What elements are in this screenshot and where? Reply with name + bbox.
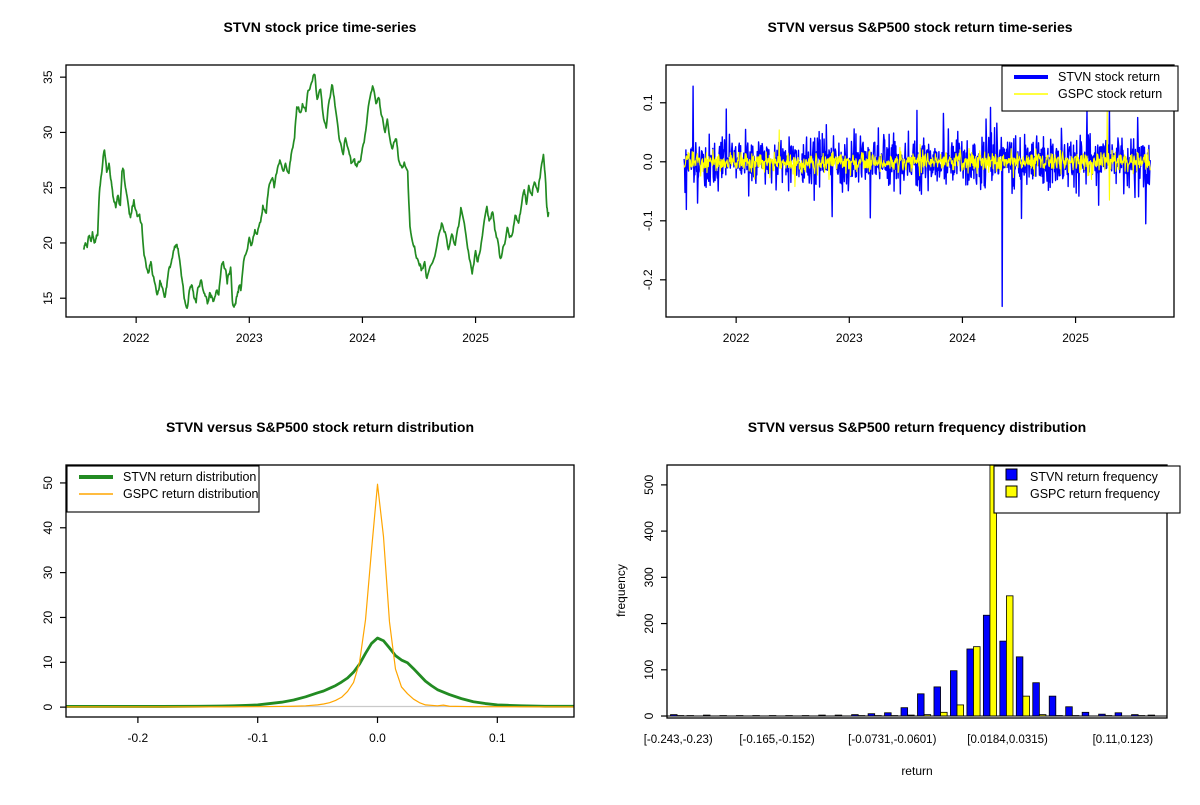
- return-frequency-chart: STVN versus S&P500 return frequency dist…: [600, 400, 1200, 800]
- legend: STVN stock return GSPC stock return: [1002, 66, 1178, 111]
- y-tick-label: 20: [41, 610, 55, 624]
- y-tick-label: 400: [642, 521, 656, 541]
- bar-gspc-bin-21: [1023, 696, 1030, 716]
- bar-stvn-bin-14: [901, 708, 908, 716]
- x-tick-label: 2025: [1062, 331, 1089, 345]
- y-tick-label: 30: [41, 125, 55, 139]
- chart-title: STVN versus S&P500 stock return time-ser…: [767, 19, 1072, 35]
- legend-label: GSPC return distribution: [123, 487, 259, 501]
- return-timeseries-chart: STVN versus S&P500 stock return time-ser…: [600, 0, 1200, 400]
- x-axis-title: return: [901, 764, 932, 778]
- y-tick-label: 0.0: [641, 153, 655, 170]
- bar-stvn-bin-24: [1066, 707, 1073, 716]
- bar-stvn-bin-17: [950, 671, 957, 716]
- bar-stvn-bin-21: [1016, 657, 1023, 716]
- x-tick-label: 2022: [123, 331, 150, 345]
- series-stvn-return-distribution: [66, 638, 574, 706]
- x-tick-label: -0.2: [128, 731, 149, 745]
- y-tick-label: 30: [41, 566, 55, 580]
- series-stvn-price: [84, 74, 550, 308]
- y-tick-label: 500: [642, 475, 656, 495]
- y-axis-title: frequency: [614, 564, 628, 617]
- x-tick-label: 0.1: [489, 731, 506, 745]
- panel-stvn-vs-sp500-return-frequency: STVN versus S&P500 return frequency dist…: [600, 400, 1200, 800]
- legend-label: GSPC return frequency: [1030, 487, 1161, 501]
- bar-gspc-bin-18: [973, 647, 980, 716]
- y-tick-label: 300: [642, 567, 656, 587]
- bar-stvn-bin-22: [1033, 683, 1040, 716]
- y-tick-label: 10: [41, 655, 55, 669]
- x-tick-label: 2025: [462, 331, 489, 345]
- x-tick-label: 2022: [723, 331, 750, 345]
- y-tick-label: -0.1: [641, 210, 655, 231]
- y-tick-label: 100: [642, 659, 656, 679]
- legend-label: STVN return frequency: [1030, 470, 1159, 484]
- bar-stvn-bin-25: [1082, 712, 1089, 716]
- x-tick-label: 2023: [236, 331, 263, 345]
- legend-box-swatch: [1006, 469, 1017, 480]
- plot-frame: [66, 65, 574, 317]
- plot-area: [66, 484, 574, 707]
- bar-gspc-bin-17: [957, 705, 964, 716]
- y-tick-label: 0: [642, 712, 656, 719]
- series-stvn-stock-return: [684, 86, 1150, 306]
- bar-gspc-bin-16: [941, 712, 948, 716]
- bin-label: [-0.243,-0.23): [644, 734, 713, 746]
- y-tick-label: 35: [41, 70, 55, 84]
- legend: STVN return distribution GSPC return dist…: [67, 466, 259, 512]
- bar-stvn-bin-16: [934, 687, 941, 716]
- y-tick-label: 50: [41, 476, 55, 490]
- bin-label: [-0.165,-0.152): [739, 734, 815, 746]
- panel-stvn-price-timeseries: STVN stock price time-series 2022 2023 2024…: [0, 0, 600, 400]
- legend-label: STVN return distribution: [123, 470, 256, 484]
- plot-area: [684, 86, 1150, 306]
- y-tick-label: 15: [41, 291, 55, 305]
- bin-label: [0.11,0.123): [1093, 734, 1154, 746]
- panel-stvn-vs-sp500-return-timeseries: STVN versus S&P500 stock return time-ser…: [600, 0, 1200, 400]
- x-tick-label: 2024: [349, 331, 376, 345]
- x-tick-label: 0.0: [369, 731, 386, 745]
- bar-stvn-bin-19: [983, 615, 990, 716]
- bar-stvn-bin-15: [918, 694, 925, 716]
- legend-box-swatch: [1006, 486, 1017, 497]
- panel-stvn-vs-sp500-return-distribution: STVN versus S&P500 stock return distribu…: [0, 400, 600, 800]
- chart-title: STVN versus S&P500 return frequency dist…: [748, 419, 1086, 435]
- chart-title: STVN stock price time-series: [224, 19, 417, 35]
- bar-stvn-bin-20: [1000, 641, 1007, 716]
- bar-stvn-bin-23: [1049, 696, 1056, 716]
- y-tick-label: 0: [41, 703, 55, 710]
- y-tick-label: 0.1: [641, 94, 655, 111]
- x-tick-label: 2023: [836, 331, 863, 345]
- y-tick-label: 200: [642, 613, 656, 633]
- legend-label: STVN stock return: [1058, 70, 1160, 84]
- bin-label: [-0.0731,-0.0601): [848, 734, 936, 746]
- legend-label: GSPC stock return: [1058, 87, 1162, 101]
- bin-label: [0.0184,0.0315): [967, 734, 1048, 746]
- y-tick-label: 40: [41, 521, 55, 535]
- chart-title: STVN versus S&P500 stock return distribu…: [166, 419, 474, 435]
- series-gspc-return-distribution: [66, 484, 574, 707]
- plot-area: [84, 74, 550, 308]
- y-tick-label: -0.2: [641, 269, 655, 290]
- x-tick-label: 2024: [949, 331, 976, 345]
- bar-stvn-bin-18: [967, 649, 974, 716]
- return-distribution-chart: STVN versus S&P500 stock return distribu…: [0, 400, 600, 800]
- legend: STVN return frequency GSPC return frequen…: [994, 466, 1180, 513]
- stvn-price-chart: STVN stock price time-series 2022 2023 2024…: [0, 0, 600, 400]
- x-tick-label: -0.1: [247, 731, 268, 745]
- y-tick-label: 25: [41, 181, 55, 195]
- bar-gspc-bin-20: [1006, 596, 1013, 716]
- y-tick-label: 20: [41, 236, 55, 250]
